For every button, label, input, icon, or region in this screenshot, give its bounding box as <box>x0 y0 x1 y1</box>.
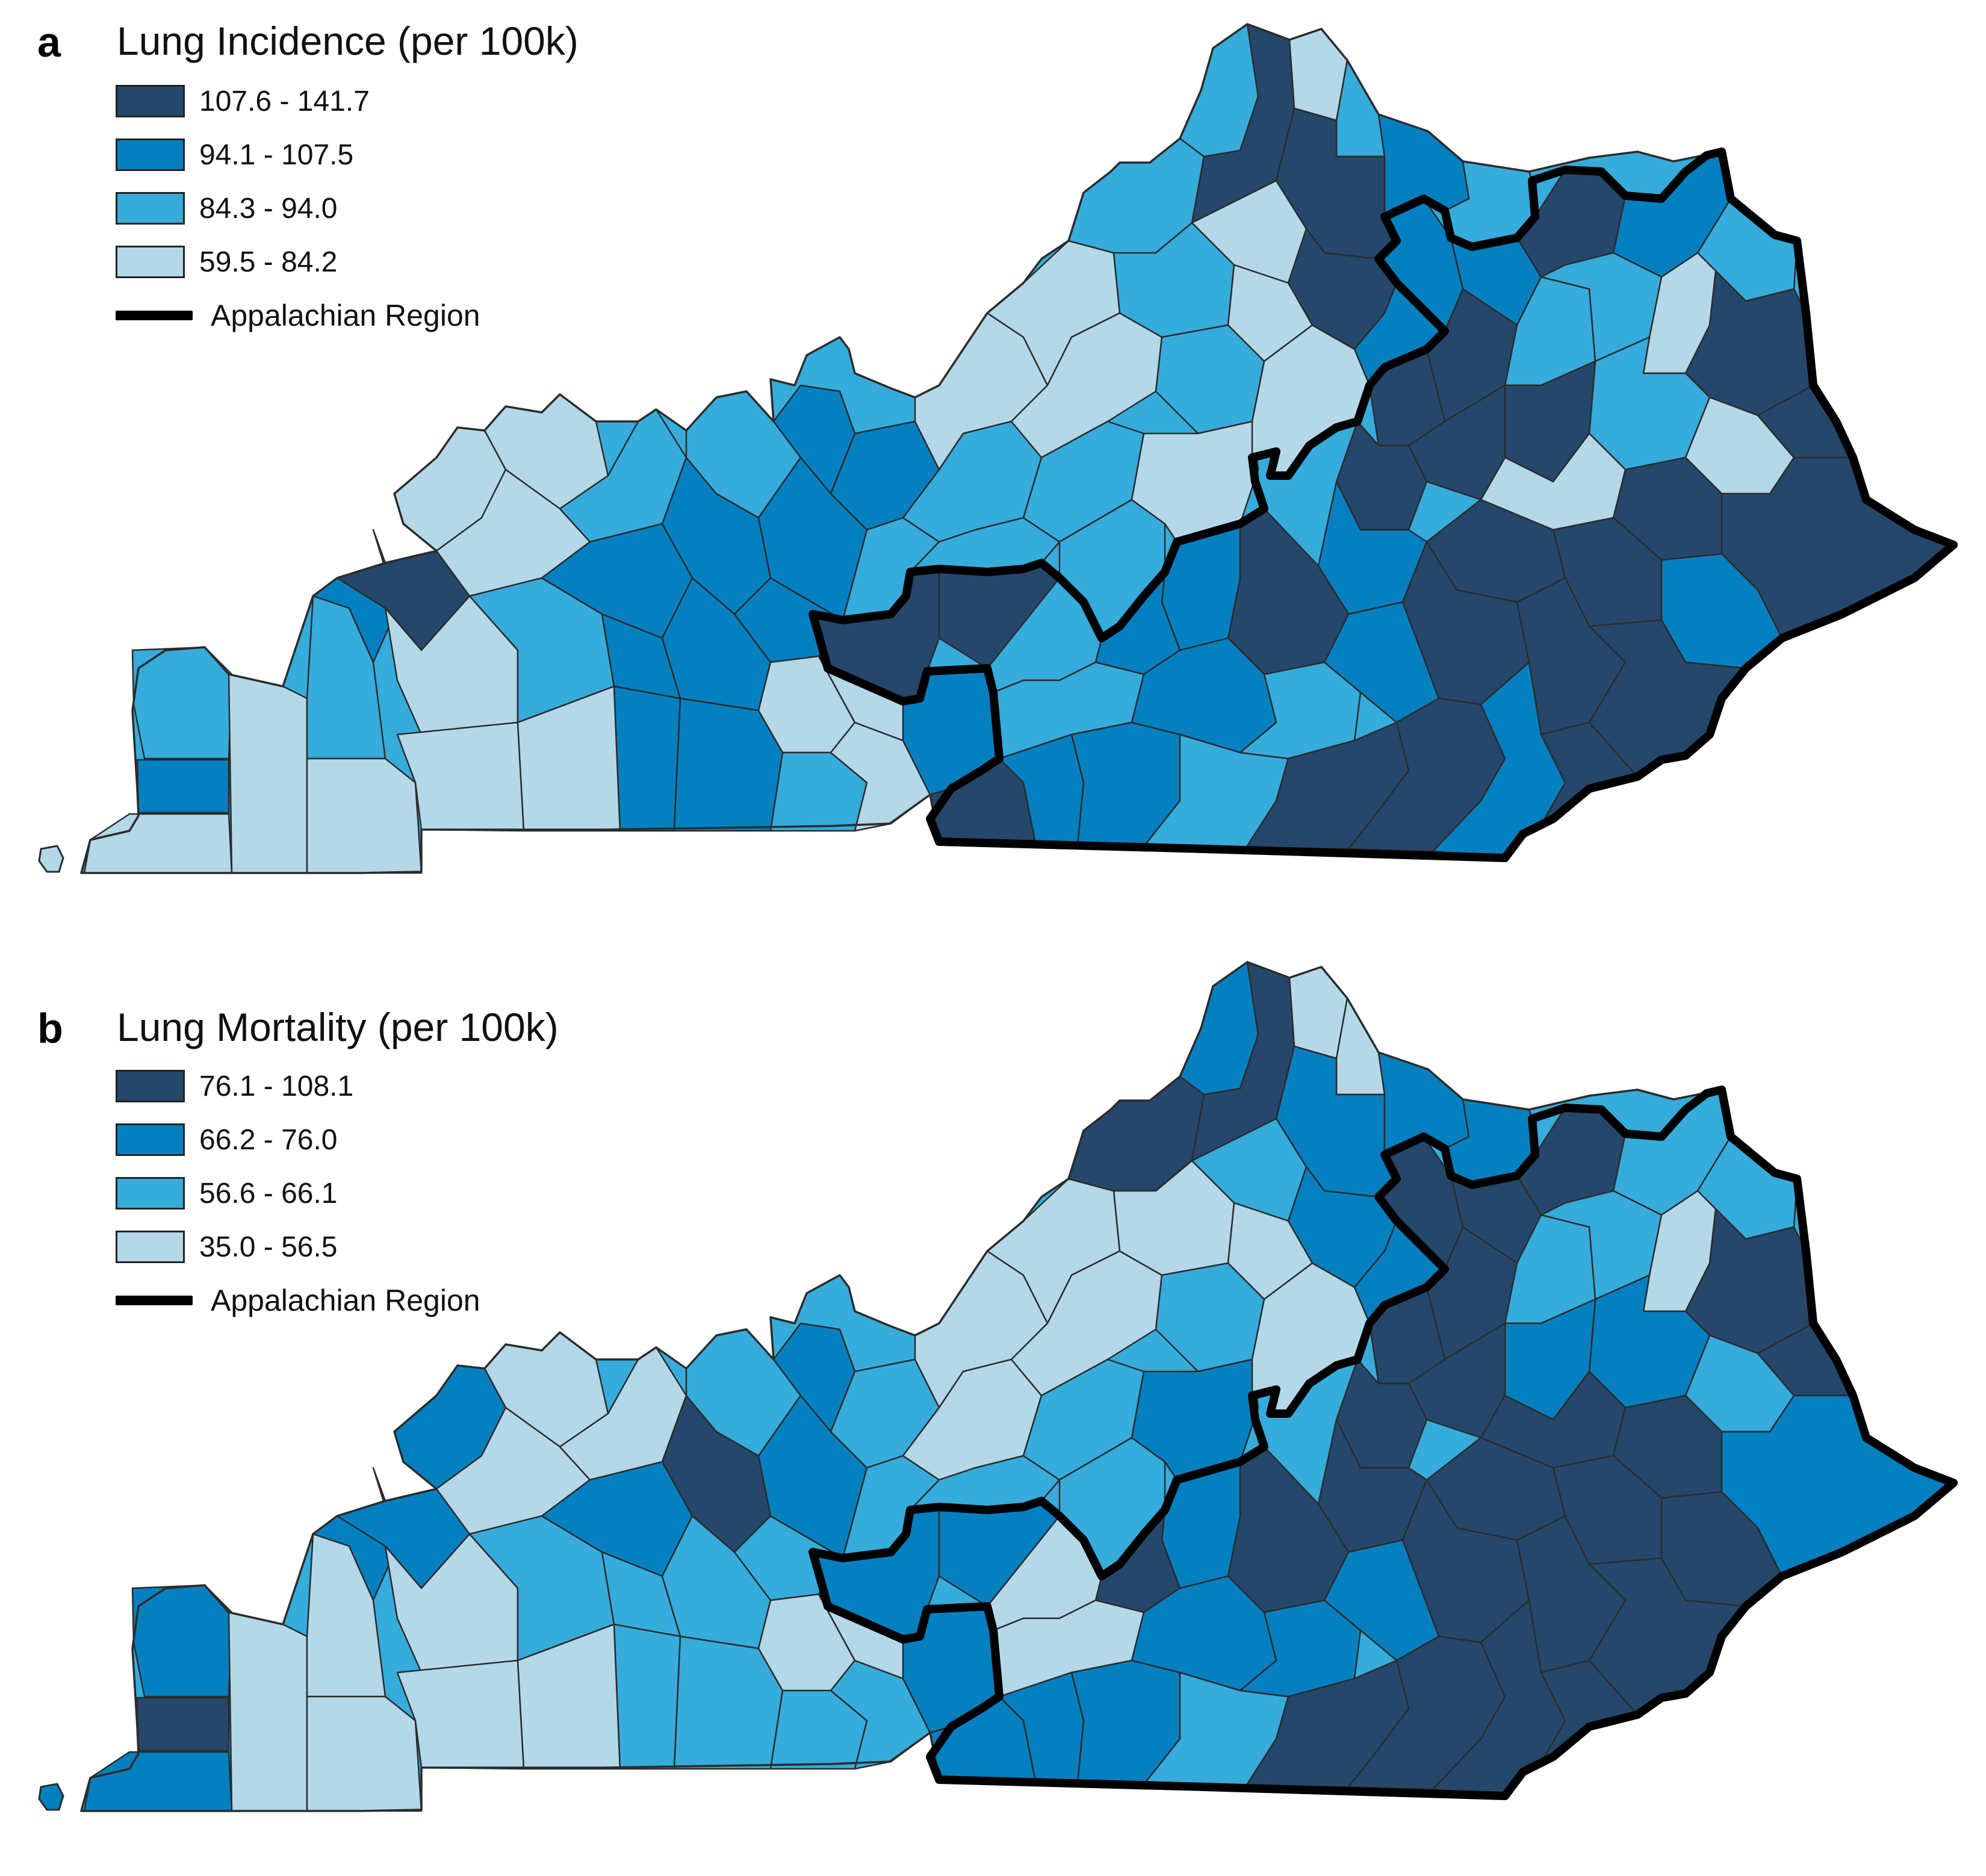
legend-item: 76.1 - 108.1 <box>116 1069 480 1103</box>
legend-swatch <box>116 1070 185 1102</box>
county <box>613 1623 681 1770</box>
map-title: Lung Mortality (per 100k) <box>117 1005 559 1049</box>
county <box>306 1695 423 1812</box>
legend-swatch <box>116 1177 185 1210</box>
legend-label: 56.6 - 66.1 <box>199 1177 338 1210</box>
outline-line-swatch <box>116 1296 193 1305</box>
legend: 107.6 - 141.7 94.1 - 107.5 84.3 - 94.0 5… <box>116 84 480 332</box>
county <box>83 1751 233 1812</box>
legend-item: 94.1 - 107.5 <box>116 138 480 172</box>
legend-swatch <box>116 192 185 225</box>
legend-swatch <box>116 1231 185 1263</box>
county <box>136 759 230 814</box>
kentucky-mortality-map <box>38 961 1958 1812</box>
legend-item: 107.6 - 141.7 <box>116 84 480 118</box>
county <box>131 1584 233 1698</box>
legend-outline-item: Appalachian Region <box>116 299 480 332</box>
county <box>131 646 233 760</box>
island-county <box>38 845 64 873</box>
legend-swatch <box>116 85 185 117</box>
county <box>306 757 423 874</box>
legend-swatch <box>116 1123 185 1156</box>
legend-item: 84.3 - 94.0 <box>116 191 480 225</box>
panel-incidence: a Lung Incidence (per 100k) 107.6 - 141.… <box>37 19 1958 874</box>
county <box>228 673 308 874</box>
panel-letter: a <box>37 19 61 66</box>
panel-letter: b <box>37 1005 63 1052</box>
outline-line-swatch <box>116 311 193 320</box>
legend-label: 84.3 - 94.0 <box>199 192 338 225</box>
legend-item: 59.5 - 84.2 <box>116 245 480 279</box>
legend-label: 107.6 - 141.7 <box>199 85 370 117</box>
legend-swatch <box>116 138 185 171</box>
legend-outline-item: Appalachian Region <box>116 1284 480 1317</box>
island-county <box>38 1783 64 1811</box>
legend-swatch <box>116 246 185 278</box>
county <box>83 813 233 874</box>
legend-label: 66.2 - 76.0 <box>199 1123 338 1156</box>
appalachian-region-outline <box>808 148 1958 862</box>
outline-label: Appalachian Region <box>211 299 480 332</box>
county <box>228 1611 308 1812</box>
legend-item: 35.0 - 56.5 <box>116 1230 480 1264</box>
appalachian-region-outline <box>808 1086 1958 1800</box>
legend-label: 59.5 - 84.2 <box>199 246 338 278</box>
county <box>613 685 681 832</box>
legend-item: 56.6 - 66.1 <box>116 1176 480 1210</box>
legend-item: 66.2 - 76.0 <box>116 1123 480 1157</box>
legend: 76.1 - 108.1 66.2 - 76.0 56.6 - 66.1 35.… <box>116 1069 480 1317</box>
county <box>136 1697 230 1752</box>
outline-label: Appalachian Region <box>211 1284 480 1317</box>
legend-label: 76.1 - 108.1 <box>199 1070 354 1102</box>
legend-label: 35.0 - 56.5 <box>199 1231 338 1263</box>
map-title: Lung Incidence (per 100k) <box>117 19 579 63</box>
legend-label: 94.1 - 107.5 <box>199 138 354 171</box>
kentucky-incidence-map <box>38 23 1958 874</box>
panel-mortality: b Lung Mortality (per 100k) 76.1 - 108.1… <box>0 938 1986 1876</box>
